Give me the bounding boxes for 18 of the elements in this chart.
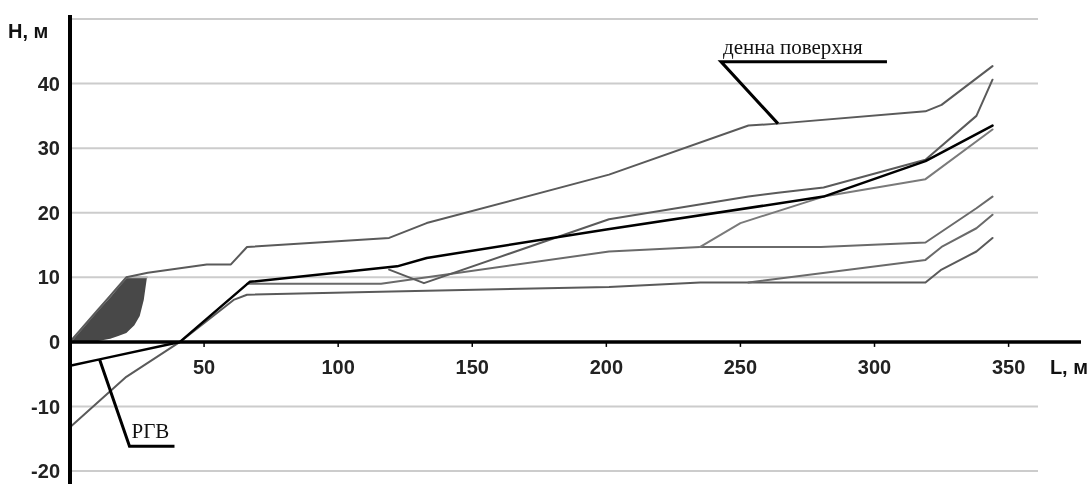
x-tick-label: 300 [857, 355, 892, 378]
x-tick-label: 250 [723, 355, 758, 378]
x-tick-label: 100 [321, 355, 355, 378]
y-tick-label: 20 [37, 201, 60, 224]
y-tick-label: 10 [37, 266, 60, 289]
y-axis-title: H, м [8, 20, 49, 42]
y-tick-label: -20 [31, 460, 60, 483]
x-tick-label: 200 [589, 355, 624, 378]
x-axis-title: L, м [1049, 355, 1088, 378]
annotation: денна поверхня [722, 34, 864, 59]
y-tick-label: -10 [31, 395, 60, 418]
x-tick-label: 150 [455, 355, 489, 378]
y-tick-label: 30 [37, 137, 60, 160]
x-tick-label: 350 [991, 355, 1026, 378]
y-tick-label: 0 [48, 330, 60, 353]
annotation: РГВ [131, 419, 170, 444]
y-tick-label: 40 [37, 72, 60, 95]
x-tick-label: 50 [192, 355, 216, 378]
